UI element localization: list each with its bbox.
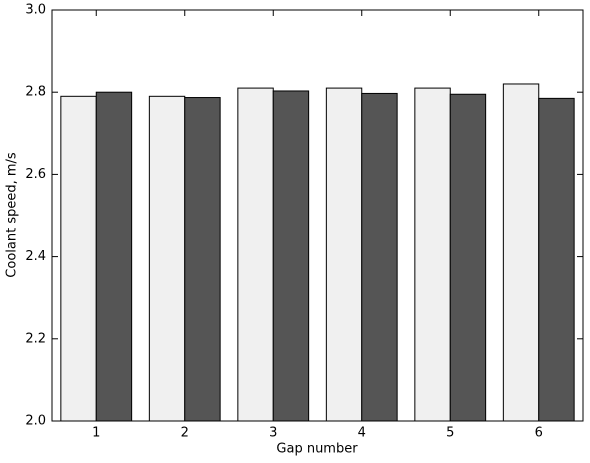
x-tick-label: 1 xyxy=(92,426,100,441)
bar xyxy=(325,87,363,422)
plot-frame xyxy=(51,9,584,422)
bar xyxy=(272,90,310,422)
y-axis-label: Coolant speed, m/s xyxy=(5,152,20,278)
x-axis-label: Gap number xyxy=(276,442,358,457)
bar xyxy=(502,83,540,422)
bar xyxy=(237,87,274,422)
y-tick-label: 2.6 xyxy=(25,167,46,182)
x-tick-label: 6 xyxy=(535,426,543,441)
x-tick-label: 3 xyxy=(269,426,277,441)
bar xyxy=(414,87,451,422)
bar xyxy=(148,95,186,422)
bar xyxy=(184,97,221,422)
y-tick-label: 2.8 xyxy=(25,85,46,100)
bar xyxy=(361,92,398,422)
y-tick-label: 2.4 xyxy=(25,249,46,264)
x-tick-label: 4 xyxy=(358,426,366,441)
bar xyxy=(95,91,133,422)
bar xyxy=(538,97,575,422)
bar xyxy=(60,95,97,422)
x-tick-label: 5 xyxy=(446,426,454,441)
y-tick-label: 3.0 xyxy=(25,3,46,18)
x-tick-label: 2 xyxy=(181,426,189,441)
y-tick-label: 2.2 xyxy=(25,331,46,346)
y-tick-label: 2.0 xyxy=(25,414,46,429)
bar xyxy=(449,93,487,422)
